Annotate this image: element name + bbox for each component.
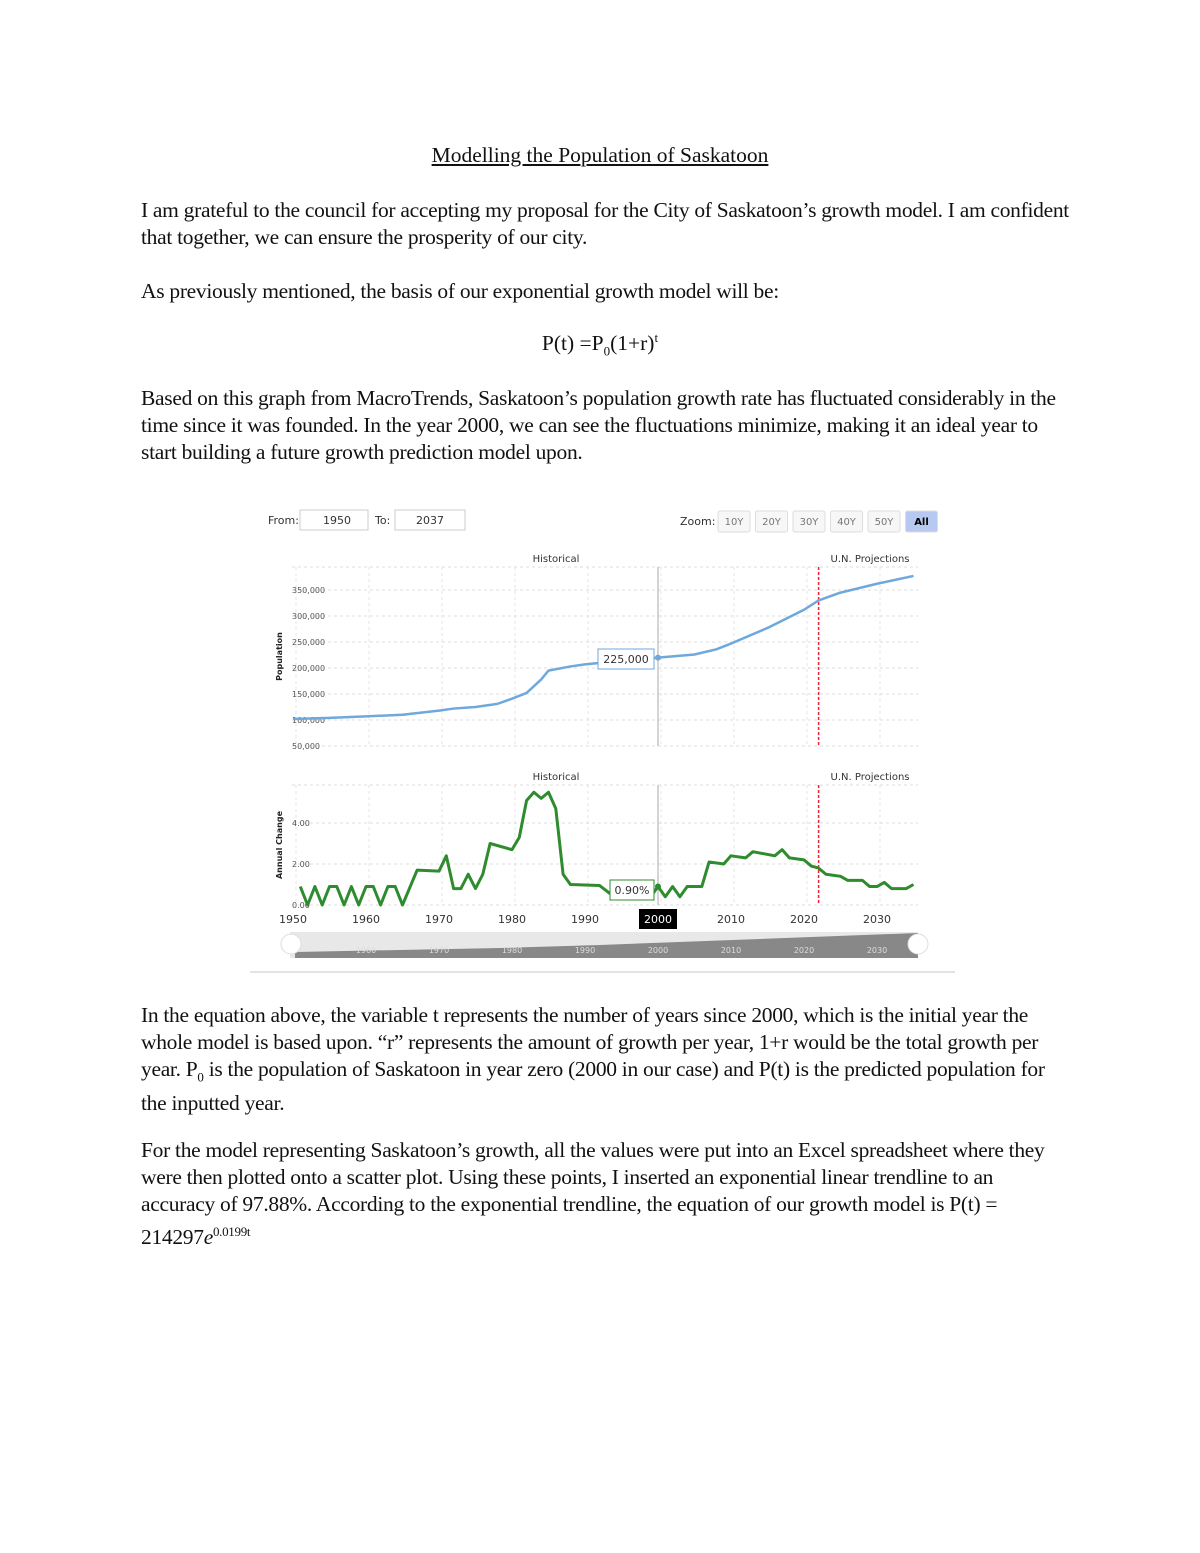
document-title: Modelling the Population of Saskatoon bbox=[431, 143, 769, 167]
y-tick-label: 2.00 bbox=[292, 860, 310, 869]
equation-lhs: P(t) =P bbox=[541, 331, 604, 356]
navigator-handle-left[interactable] bbox=[280, 933, 302, 955]
x-tick-label: 1960 bbox=[352, 913, 380, 926]
navigator-label: 2020 bbox=[794, 946, 814, 955]
from-value: 1950 bbox=[323, 514, 351, 527]
y-tick-label: 200,000 bbox=[292, 664, 325, 673]
series-line bbox=[298, 790, 915, 907]
x-tick-highlight bbox=[639, 909, 677, 929]
navigator-label: 2030 bbox=[867, 946, 887, 955]
x-tick-label: 1980 bbox=[498, 913, 526, 926]
zoom-button-20y[interactable] bbox=[755, 510, 788, 533]
paragraph-model: For the model representing Saskatoon’s g… bbox=[141, 1137, 1071, 1251]
series-line bbox=[292, 574, 914, 721]
y-axis-label: Annual Change bbox=[275, 810, 284, 879]
tooltip-box bbox=[597, 648, 655, 670]
y-tick-label: 300,000 bbox=[292, 612, 325, 621]
model-exponent: 0.0199t bbox=[212, 1224, 251, 1239]
tooltip-box bbox=[609, 879, 655, 901]
navigator-label: 1960 bbox=[356, 946, 376, 955]
navigator-label: 1970 bbox=[429, 946, 449, 955]
navigator-handle-right[interactable] bbox=[907, 933, 929, 955]
y-tick-label: 0.00 bbox=[292, 901, 310, 910]
to-value: 2037 bbox=[416, 514, 444, 527]
variables-sub: 0 bbox=[197, 1069, 204, 1085]
y-tick-label: 100,000 bbox=[292, 716, 325, 725]
navigator-label: 1980 bbox=[502, 946, 522, 955]
from-input[interactable] bbox=[299, 509, 369, 531]
zoom-button-10y[interactable] bbox=[717, 510, 751, 533]
zoom-button-all[interactable] bbox=[905, 510, 938, 533]
zoom-button-label: 40Y bbox=[837, 517, 857, 528]
zoom-button-30y[interactable] bbox=[792, 510, 826, 533]
macrotrends-chart: From: 1950 To: 2037 Zoom: 10Y 20Y 30Y 40Y 50Y All 3… bbox=[250, 509, 955, 973]
navigator-label: 2000 bbox=[648, 946, 668, 955]
paragraph-basis: As previously mentioned, the basis of ou… bbox=[141, 279, 779, 303]
y-tick-label: 250,000 bbox=[292, 638, 325, 647]
equation-sub: 0 bbox=[603, 343, 611, 359]
section-label-projections: U.N. Projections bbox=[831, 554, 910, 565]
hover-marker bbox=[655, 654, 661, 661]
from-label: From: bbox=[268, 514, 299, 527]
model-e: e bbox=[203, 1225, 214, 1250]
y-tick-label: 50,000 bbox=[292, 742, 320, 751]
navigator-label: 2010 bbox=[721, 946, 741, 955]
zoom-button-label: 50Y bbox=[875, 517, 895, 528]
y-tick-label: 350,000 bbox=[292, 586, 325, 595]
growth-equation: P(t) =P0(1+r)t bbox=[0, 330, 1200, 359]
to-input[interactable] bbox=[394, 509, 466, 531]
navigator-label: 1990 bbox=[575, 946, 595, 955]
tooltip-value: 225,000 bbox=[603, 653, 649, 666]
x-tick-label: 2020 bbox=[790, 913, 818, 926]
x-tick-label: 1950 bbox=[279, 913, 307, 926]
section-label-historical: Historical bbox=[533, 554, 580, 565]
variables-text-b: is the population of Saskatoon in year z… bbox=[141, 1057, 1045, 1116]
zoom-button-50y[interactable] bbox=[867, 510, 901, 533]
x-tick-label: 1970 bbox=[425, 913, 453, 926]
hover-marker bbox=[655, 883, 661, 890]
equation-sup: t bbox=[654, 330, 659, 345]
x-tick-label: 2010 bbox=[717, 913, 745, 926]
x-tick-label: 2030 bbox=[863, 913, 891, 926]
zoom-button-label: 30Y bbox=[800, 517, 820, 528]
zoom-button-40y[interactable] bbox=[830, 510, 863, 533]
zoom-label: Zoom: bbox=[680, 515, 715, 528]
tooltip-value: 0.90% bbox=[615, 884, 650, 897]
y-tick-label: 150,000 bbox=[292, 690, 325, 699]
y-tick-label: 4.00 bbox=[292, 819, 310, 828]
navigator-area bbox=[295, 933, 918, 958]
zoom-button-label: All bbox=[914, 517, 929, 528]
paragraph-variables: In the equation above, the variable t re… bbox=[141, 1002, 1071, 1117]
zoom-button-label: 10Y bbox=[725, 517, 745, 528]
x-tick-label: 2000 bbox=[644, 913, 672, 926]
to-label: To: bbox=[374, 514, 390, 527]
section-label-projections: U.N. Projections bbox=[831, 772, 910, 783]
section-label-historical: Historical bbox=[533, 772, 580, 783]
paragraph-intro: I am grateful to the council for accepti… bbox=[141, 198, 1069, 249]
zoom-button-label: 20Y bbox=[762, 517, 782, 528]
paragraph-graph-intro: Based on this graph from MacroTrends, Sa… bbox=[141, 386, 1056, 464]
equation-mid: (1+r) bbox=[610, 331, 655, 356]
y-axis-label: Population bbox=[275, 632, 284, 681]
x-tick-label: 1990 bbox=[571, 913, 599, 926]
variables-text-a: In the equation above, the variable t re… bbox=[141, 1003, 1039, 1081]
model-text: For the model representing Saskatoon’s g… bbox=[141, 1138, 1045, 1250]
